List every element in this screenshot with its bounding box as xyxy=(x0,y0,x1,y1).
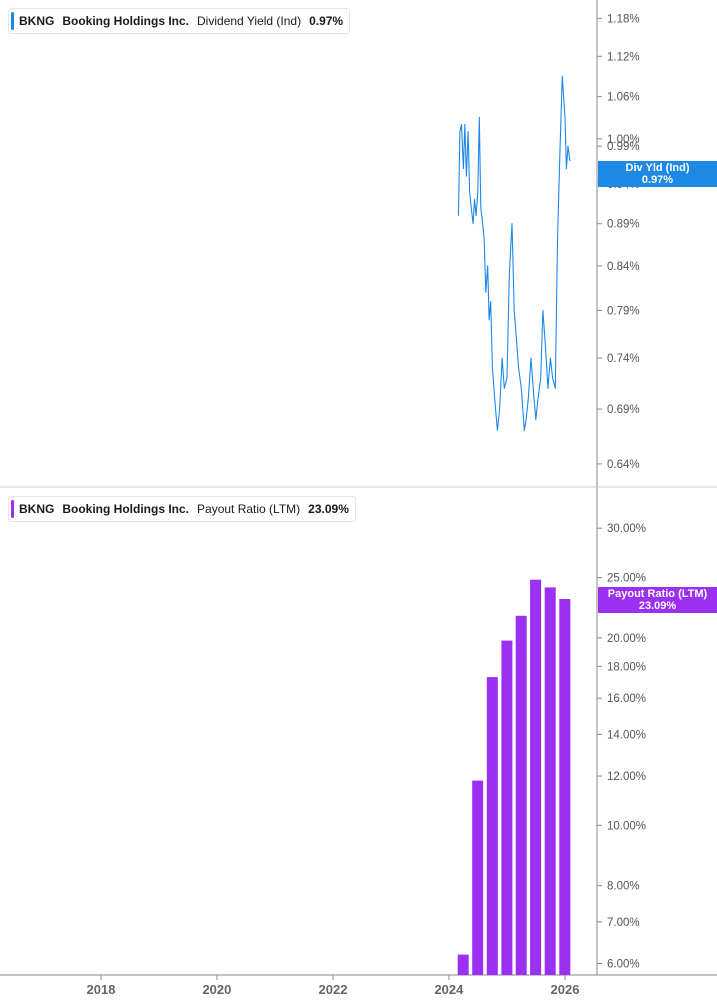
yield-y-tick-label: 1.18% xyxy=(607,13,640,25)
payout-legend-company: Booking Holdings Inc. xyxy=(62,502,190,516)
x-tick-label: 2020 xyxy=(202,982,231,997)
yield-y-tick-label: 0.99% xyxy=(607,141,640,153)
yield-legend-value: 0.97% xyxy=(309,14,344,28)
x-tick-label: 2022 xyxy=(319,982,348,997)
payout-y-tick-label: 10.00% xyxy=(607,820,646,832)
payout-tag-value: 23.09% xyxy=(638,600,677,612)
payout-legend-value: 23.09% xyxy=(308,502,349,516)
x-tick-label: 2026 xyxy=(551,982,580,997)
yield-y-tick-label: 0.84% xyxy=(607,261,640,273)
payout-legend-ticker: BKNG xyxy=(19,502,55,516)
yield-legend[interactable]: BKNG Booking Holdings Inc. Dividend Yiel… xyxy=(8,8,351,34)
payout-bar xyxy=(530,579,542,975)
yield-y-tick-label: 0.74% xyxy=(607,353,640,365)
x-tick-label: 2018 xyxy=(87,982,116,997)
payout-legend-metric: Payout Ratio (LTM) xyxy=(197,502,301,516)
yield-y-tick-label: 0.89% xyxy=(607,219,640,231)
payout-bar xyxy=(559,599,571,975)
payout-y-tick-label: 12.00% xyxy=(607,771,646,783)
yield-y-tick-label: 1.00% xyxy=(607,134,640,146)
payout-legend-color xyxy=(11,500,14,518)
payout-bar xyxy=(457,954,469,975)
payout-y-tick-label: 30.00% xyxy=(607,523,646,535)
yield-y-tick-label: 1.06% xyxy=(607,91,640,103)
payout-bar xyxy=(472,780,484,975)
yield-legend-metric: Dividend Yield (Ind) xyxy=(197,14,302,28)
yield-legend-color xyxy=(11,12,14,30)
yield-legend-company: Booking Holdings Inc. xyxy=(62,14,190,28)
payout-y-tick-label: 18.00% xyxy=(607,661,646,673)
yield-y-tick-label: 1.12% xyxy=(607,51,640,63)
yield-y-tick-label: 0.79% xyxy=(607,306,640,318)
payout-bar xyxy=(544,587,556,975)
payout-bar xyxy=(501,640,513,975)
payout-legend[interactable]: BKNG Booking Holdings Inc. Payout Ratio … xyxy=(8,496,356,522)
payout-value-tag: Payout Ratio (LTM) 23.09% xyxy=(598,587,717,613)
payout-y-tick-label: 6.00% xyxy=(607,958,640,970)
payout-bar xyxy=(486,677,498,975)
payout-tag-label: Payout Ratio (LTM) xyxy=(607,588,708,600)
payout-y-tick-label: 7.00% xyxy=(607,917,640,929)
payout-bar xyxy=(515,615,527,975)
yield-y-tick-label: 0.69% xyxy=(607,404,640,416)
payout-y-tick-label: 16.00% xyxy=(607,693,646,705)
yield-series-line xyxy=(457,75,571,432)
payout-y-tick-label: 20.00% xyxy=(607,633,646,645)
yield-value-tag: Div Yld (Ind) 0.97% xyxy=(598,161,717,187)
payout-y-tick-label: 14.00% xyxy=(607,729,646,741)
yield-tag-value: 0.97% xyxy=(641,174,674,186)
yield-tag-label: Div Yld (Ind) xyxy=(625,162,690,174)
payout-y-tick-label: 8.00% xyxy=(607,881,640,893)
yield-y-tick-label: 0.64% xyxy=(607,459,640,471)
x-tick-label: 2024 xyxy=(434,982,464,997)
yield-legend-ticker: BKNG xyxy=(19,14,55,28)
payout-y-tick-label: 25.00% xyxy=(607,573,646,585)
